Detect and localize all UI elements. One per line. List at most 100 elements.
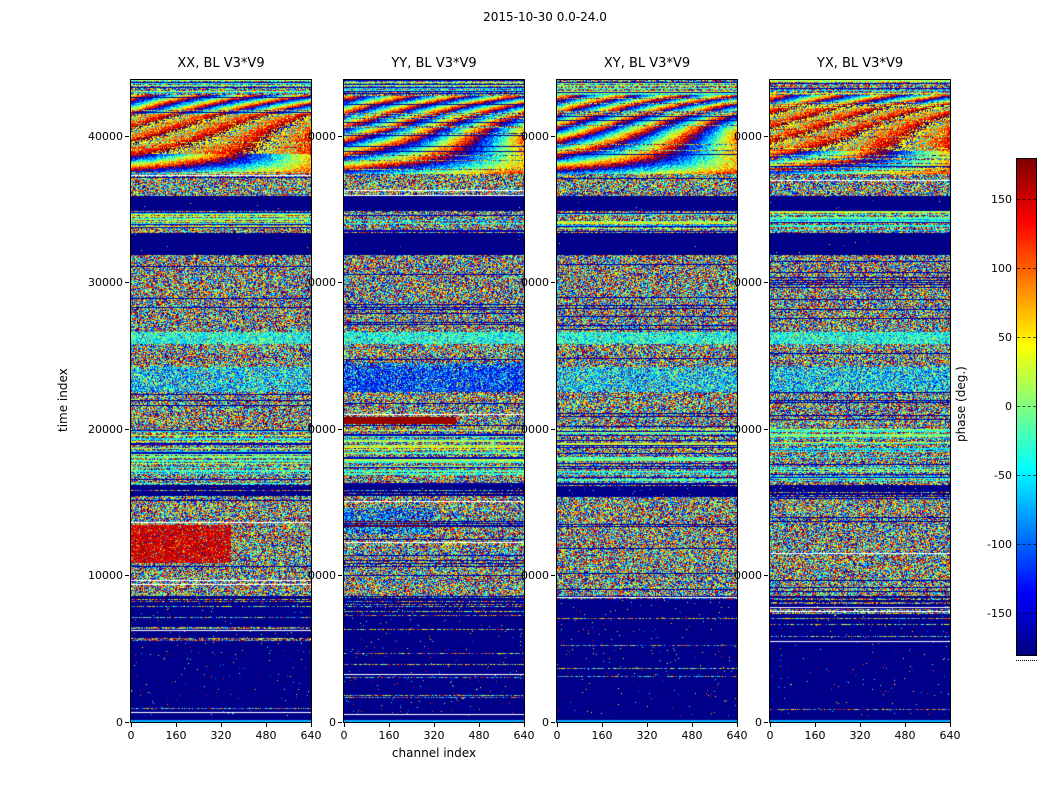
x-tick-label: 320 <box>210 729 232 742</box>
x-tick-label: 480 <box>681 729 703 742</box>
y-tick-label: 0000 <box>521 569 549 583</box>
y-tick-mark <box>125 722 129 723</box>
y-tick-mark <box>338 282 342 284</box>
x-tick-label: 0 <box>553 729 561 742</box>
y-tick-mark <box>551 722 555 723</box>
y-tick-label: 0000 <box>734 129 762 143</box>
x-tick-label: 640 <box>513 729 535 742</box>
x-tick-mark <box>266 723 267 727</box>
x-tick-mark <box>389 723 390 727</box>
panel-XY: XY, BL V3*V9 <box>556 56 738 723</box>
colorbar-tick-label: 100 <box>991 262 1012 276</box>
x-tick-mark <box>950 723 951 727</box>
y-tick-label: 0000 <box>308 569 336 583</box>
colorbar-tick-label: -150 <box>987 606 1012 620</box>
y-tick-label: 0000 <box>308 422 336 436</box>
y-tick-label: 0000 <box>521 276 549 290</box>
panel-YX: YX, BL V3*V9 <box>769 56 951 723</box>
colorbar-tick-mark <box>1017 474 1036 476</box>
colorbar-tick-mark <box>1017 543 1036 545</box>
colorbar <box>1016 158 1037 656</box>
y-tick-label: 0 <box>755 716 762 729</box>
x-tick-mark <box>131 723 132 727</box>
x-tick-label: 160 <box>378 729 400 742</box>
y-tick-mark <box>338 575 342 577</box>
y-tick-label: 0000 <box>308 276 336 290</box>
x-tick-mark <box>176 723 177 727</box>
x-tick-mark <box>860 723 861 727</box>
x-tick-mark <box>344 723 345 727</box>
panel-title-XX: XX, BL V3*V9 <box>177 56 265 71</box>
y-tick-mark <box>764 135 768 137</box>
colorbar-tick-mark <box>1017 337 1036 339</box>
y-tick-label: 0 <box>542 716 549 729</box>
x-tick-label: 160 <box>165 729 187 742</box>
x-tick-mark <box>221 723 222 727</box>
x-tick-label: 480 <box>468 729 490 742</box>
x-tick-mark <box>479 723 480 727</box>
x-tick-mark <box>602 723 603 727</box>
y-tick-mark <box>764 282 768 284</box>
colorbar-tick-label: -50 <box>994 468 1012 482</box>
panel-XX: XX, BL V3*V9 <box>130 56 312 723</box>
y-tick-mark <box>764 575 768 577</box>
heatmap-YX <box>770 80 950 722</box>
heatmap-XY <box>557 80 737 722</box>
x-tick-label: 480 <box>255 729 277 742</box>
panel-YY: YY, BL V3*V9 <box>343 56 525 723</box>
y-tick-label: 0000 <box>734 422 762 436</box>
y-tick-mark <box>551 135 555 137</box>
y-tick-label: 30000 <box>88 276 123 290</box>
y-tick-label: 0000 <box>521 422 549 436</box>
y-tick-label: 0000 <box>308 129 336 143</box>
x-tick-label: 480 <box>894 729 916 742</box>
x-tick-mark <box>905 723 906 727</box>
y-axis-label: time index <box>56 368 70 432</box>
x-tick-label: 640 <box>726 729 748 742</box>
y-tick-label: 0000 <box>521 129 549 143</box>
colorbar-tick-label: 0 <box>1005 400 1012 413</box>
colorbar-tick-mark <box>1017 268 1036 270</box>
y-tick-label: 0000 <box>734 569 762 583</box>
y-tick-mark <box>338 428 342 430</box>
x-tick-label: 320 <box>849 729 871 742</box>
figure-title: 2015-10-30 0.0-24.0 <box>483 10 607 24</box>
colorbar-tick-mark <box>1017 612 1036 614</box>
y-tick-label: 0000 <box>734 276 762 290</box>
colorbar-tick-mark <box>1017 199 1036 201</box>
x-tick-label: 320 <box>636 729 658 742</box>
colorbar-tick-mark <box>1017 406 1036 407</box>
y-tick-label: 40000 <box>88 129 123 143</box>
colorbar-label: phase (deg.) <box>954 366 968 442</box>
x-tick-label: 640 <box>300 729 322 742</box>
y-tick-mark <box>125 135 129 137</box>
colorbar-bottom-dotted-line <box>1016 660 1037 661</box>
y-tick-label: 10000 <box>88 569 123 583</box>
y-tick-mark <box>764 428 768 430</box>
x-tick-label: 0 <box>340 729 348 742</box>
x-tick-mark <box>815 723 816 727</box>
colorbar-tick-label: 50 <box>998 331 1012 345</box>
panel-title-YX: YX, BL V3*V9 <box>816 56 904 71</box>
x-tick-label: 160 <box>591 729 613 742</box>
panel-title-YY: YY, BL V3*V9 <box>391 56 477 71</box>
y-tick-label: 0 <box>329 716 336 729</box>
x-tick-mark <box>737 723 738 727</box>
x-tick-mark <box>311 723 312 727</box>
x-tick-label: 0 <box>127 729 135 742</box>
y-tick-label: 0 <box>116 716 123 729</box>
x-axis-label: channel index <box>391 746 477 760</box>
colorbar-gradient <box>1017 159 1036 655</box>
x-tick-mark <box>692 723 693 727</box>
y-tick-mark <box>551 282 555 284</box>
x-tick-mark <box>524 723 525 727</box>
x-tick-mark <box>770 723 771 727</box>
y-tick-mark <box>338 722 342 723</box>
y-tick-mark <box>338 135 342 137</box>
heatmap-YY <box>344 80 524 722</box>
y-tick-mark <box>125 428 129 430</box>
panel-title-XY: XY, BL V3*V9 <box>603 56 691 71</box>
x-tick-label: 640 <box>939 729 961 742</box>
y-tick-mark <box>125 575 129 577</box>
